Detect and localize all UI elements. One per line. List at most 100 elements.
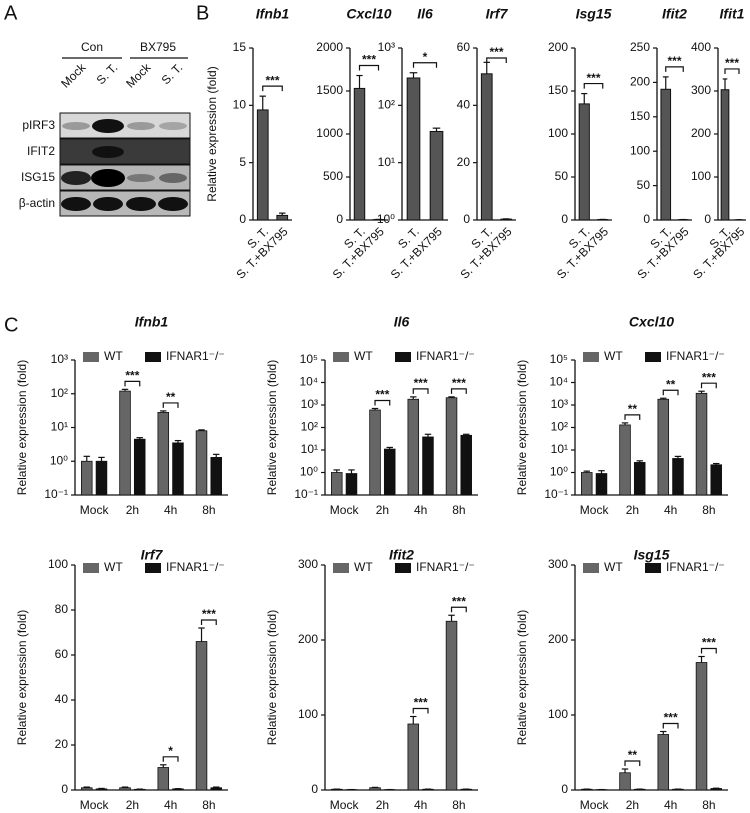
y-tick-label: 60 [457,40,471,54]
x-tick-label: 4h [664,798,677,812]
blot-lane: Mock [58,60,89,91]
legend-swatch [583,352,599,362]
significance-label: *** [667,54,681,68]
y-tick-label: 50 [555,169,569,183]
error-bar [660,730,667,735]
y-axis-label: Relative expression (fold) [205,66,219,201]
y-tick-label: 150 [630,109,650,123]
x-tick-label: Mock [80,503,110,517]
error-bar [174,439,182,443]
error-bar [621,768,629,773]
x-tick-label: Mock [80,798,110,812]
blot-row: ISG15 [21,170,55,184]
significance-label: ** [166,390,176,404]
significance-label: *** [702,370,716,384]
error-bar [83,786,90,788]
y-axis-label: Relative expression (fold) [515,610,529,745]
legend-swatch [145,563,161,573]
y-tick-label: 10¹ [301,442,318,456]
y-tick-label: 10² [551,420,568,434]
blot-row: IFIT2 [27,144,55,158]
significance-label: *** [414,696,428,710]
y-tick-label: 10⁵ [300,352,318,366]
error-bar [259,95,266,110]
chart-title: Ifit2 [662,6,687,22]
significance-label: * [168,744,173,758]
blot-band [126,197,156,211]
error-bar [213,453,220,458]
bar [710,464,722,496]
blot-strip [59,138,191,165]
y-tick-label: 50 [637,178,651,192]
significance-label: *** [702,636,716,650]
error-bar [713,462,720,465]
bar [256,109,269,221]
y-tick-label: 10³ [551,397,568,411]
error-bar [409,72,418,78]
x-tick-label: 2h [126,503,139,517]
chart-title: Cxcl10 [629,314,674,330]
bar [95,788,108,791]
significance-bracket [412,388,429,394]
bar [581,472,593,496]
blot-band [158,197,188,211]
error-bar [432,127,441,132]
bar [595,473,608,496]
significance-bracket [700,647,717,654]
significance-bracket [624,760,641,766]
bar [383,448,396,496]
significance-bracket [624,414,641,420]
blot-band [92,146,124,158]
significance-label: * [423,50,428,64]
y-tick-label: 250 [630,40,650,54]
error-bar [160,764,167,768]
legend-label: IFNAR1⁻/⁻ [416,560,475,574]
significance-bracket [374,399,391,406]
bar [331,472,343,496]
legend-label: WT [604,560,623,574]
error-bar [333,469,340,473]
y-tick-label: 150 [548,83,568,97]
significance-bracket [162,756,179,762]
y-tick-label: 100 [548,707,568,721]
y-tick-label: 500 [323,169,343,183]
chart-title: Ifnb1 [135,314,169,330]
bar [445,620,458,791]
significance-bracket [724,68,740,74]
x-tick-label: 4h [414,503,427,517]
blot-band [92,119,124,133]
y-tick-label: 0 [561,782,568,796]
significance-bracket [124,380,141,387]
chart-title: Ifit1 [720,6,745,22]
x-tick-label: 8h [202,503,215,517]
bar [672,458,684,496]
significance-label: *** [265,73,279,87]
y-tick-label: 200 [630,75,650,89]
error-bar [410,396,417,400]
chart-title: Irf7 [141,547,164,563]
significance-label: *** [664,711,678,725]
significance-label: ** [628,748,638,762]
error-bar [621,422,629,425]
bar [95,460,108,496]
x-tick-label: Mock [580,798,610,812]
legend-label: WT [354,560,373,574]
y-axis-label: Relative expression (fold) [515,360,529,495]
significance-bracket [486,57,507,63]
bar [695,662,708,791]
significance-bracket [662,722,679,729]
blot-band [127,122,155,130]
blot-band [93,197,123,211]
legend-swatch [645,563,661,573]
legend-swatch [395,352,411,362]
bar [695,392,708,496]
x-tick-label: 2h [626,798,639,812]
blot-row: β-actin [19,196,55,210]
y-tick-label: 40 [457,98,471,112]
x-tick-label: 4h [664,503,677,517]
legend-swatch [583,563,599,573]
y-tick-label: 10⁰ [377,212,395,226]
error-bar [121,786,129,788]
bar [276,214,289,221]
x-tick-label: 8h [452,503,465,517]
